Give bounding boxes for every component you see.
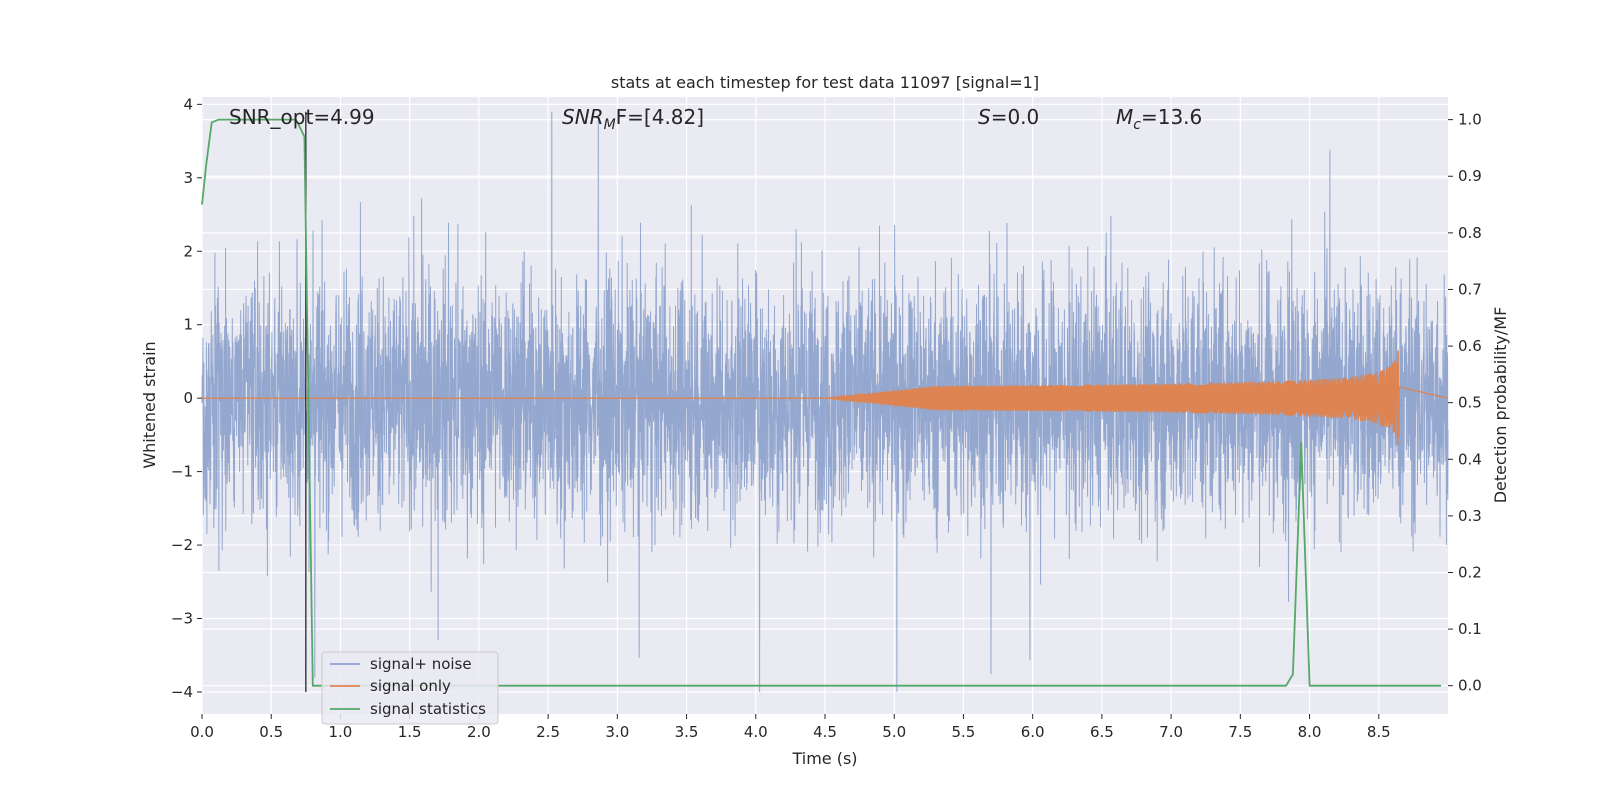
annotation-s-main: S: [978, 105, 991, 129]
y-tick-label: 4: [183, 95, 193, 113]
x-tick-label: 2.0: [467, 723, 491, 741]
legend: signal+ noise signal only signal statist…: [321, 651, 499, 725]
annotation-snr-opt: SNR_opt=4.99: [229, 105, 375, 129]
signal-only-series: [202, 350, 1449, 446]
x-tick-label: 8.5: [1367, 723, 1391, 741]
y-tick-label: 2: [183, 242, 193, 260]
signal-only-line: [202, 350, 1449, 446]
y2-tick-label: 0.5: [1458, 394, 1482, 412]
y2-tick-label: 0.4: [1458, 450, 1482, 468]
x-tick-label: 1.0: [329, 723, 353, 741]
y2-tick-label: 0.3: [1458, 507, 1482, 525]
legend-label-noise: signal+ noise: [370, 655, 472, 673]
legend-label-signal: signal only: [370, 677, 451, 695]
x-tick-label: 3.5: [675, 723, 699, 741]
y2-tick-label: 0.6: [1458, 337, 1482, 355]
annotation-s: S=0.0: [978, 105, 1039, 129]
x-tick-label: 4.5: [813, 723, 837, 741]
x-tick-label: 8.0: [1298, 723, 1322, 741]
x-tick-label: 5.5: [952, 723, 976, 741]
y2-axis-label: Detection probability/MF: [1491, 307, 1510, 504]
annotation-snr-mf-sub: M: [604, 117, 616, 133]
annotation-mc-sub: c: [1133, 117, 1141, 133]
y2-tick-label: 0.9: [1458, 167, 1482, 185]
y2-tick-label: 1.0: [1458, 111, 1482, 129]
x-tick-label: 6.0: [1021, 723, 1045, 741]
y2-tick-label: 0.7: [1458, 280, 1482, 298]
y-tick-label: 1: [183, 316, 193, 334]
annotation-mc-main: M: [1116, 105, 1133, 129]
y-tick-label: 3: [183, 169, 193, 187]
x-tick-label: 1.5: [398, 723, 422, 741]
legend-box: [321, 651, 499, 725]
annotation-snr-mf-rest: F=[4.82]: [616, 105, 704, 129]
annotation-mc-rest: =13.6: [1141, 105, 1202, 129]
x-tick-label: 7.5: [1228, 723, 1252, 741]
annotation-snr-mf-main: SNR: [562, 105, 604, 129]
annotation-mc: Mc=13.6: [1116, 105, 1202, 133]
x-tick-label: 0.5: [259, 723, 283, 741]
y-tick-label: −2: [171, 536, 193, 554]
annotation-snr-mf: SNRMF=[4.82]: [562, 105, 704, 133]
x-tick-label: 6.5: [1090, 723, 1114, 741]
y-tick-label: −3: [171, 610, 193, 628]
y-tick-label: −1: [171, 463, 193, 481]
y2-tick-label: 0.8: [1458, 224, 1482, 242]
x-tick-label: 4.0: [744, 723, 768, 741]
legend-label-statistics: signal statistics: [370, 700, 486, 718]
x-tick-label: 5.0: [882, 723, 906, 741]
x-tick-label: 3.0: [605, 723, 629, 741]
y-tick-label: 0: [183, 389, 193, 407]
x-tick-label: 0.0: [190, 723, 214, 741]
y2-tick-label: 0.1: [1458, 620, 1482, 638]
x-tick-label: 7.0: [1159, 723, 1183, 741]
x-axis-ticks: 0.0 0.5 1.0 1.5 2.0 2.5 3.0 3.5 4.0 4.5 5.0 5.5 6.0 6…: [190, 714, 1391, 741]
y2-axis-ticks: 0.0 0.1 0.2 0.3 0.4 0.5 0.6 0.7 0.8 0.9 1.0: [1448, 111, 1482, 695]
x-tick-label: 2.5: [536, 723, 560, 741]
y-axis-ticks: −4 −3 −2 −1 0 1 2 3 4: [171, 95, 202, 701]
y-tick-label: −4: [171, 683, 193, 701]
y2-tick-label: 0.0: [1458, 677, 1482, 695]
y-axis-label: Whitened strain: [140, 341, 159, 468]
x-axis-label: Time (s): [791, 749, 857, 768]
annotation-s-rest: =0.0: [991, 105, 1040, 129]
y2-tick-label: 0.2: [1458, 563, 1482, 581]
chart-title: stats at each timestep for test data 110…: [611, 73, 1039, 92]
